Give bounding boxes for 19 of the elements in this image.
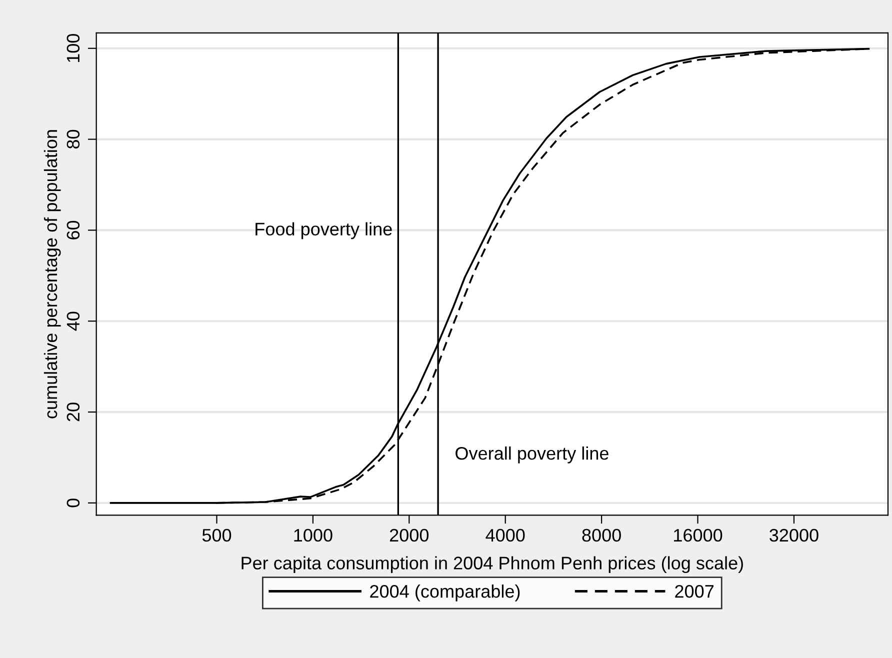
x-tick-label: 1000 xyxy=(294,528,332,542)
y-tick-label: 100 xyxy=(66,34,80,62)
y-tick-label: 0 xyxy=(66,498,80,508)
x-axis-title: Per capita consumption in 2004 Phnom Penh prices (log scale) xyxy=(242,556,743,574)
y-tick-label: 40 xyxy=(66,312,80,331)
x-tick-label: 16000 xyxy=(674,528,722,542)
x-tick-label: 32000 xyxy=(770,528,818,542)
y-tick-label: 60 xyxy=(66,220,80,240)
legend-label: 2004 (comparable) xyxy=(370,584,520,602)
y-axis-title: cumulative percentage of population xyxy=(44,130,61,418)
x-tick-label: 2000 xyxy=(390,528,429,542)
y-tick-label: 80 xyxy=(66,130,80,149)
text: 2007 xyxy=(675,584,714,598)
x-tick-label: 4000 xyxy=(486,528,525,542)
x-tick-label: 8000 xyxy=(582,528,621,542)
ref-line-label: Food poverty line xyxy=(256,222,392,240)
y-tick-label: 20 xyxy=(66,402,80,422)
x-tick-label: 500 xyxy=(202,528,232,542)
ref-line-label: Overall poverty line xyxy=(456,446,608,464)
